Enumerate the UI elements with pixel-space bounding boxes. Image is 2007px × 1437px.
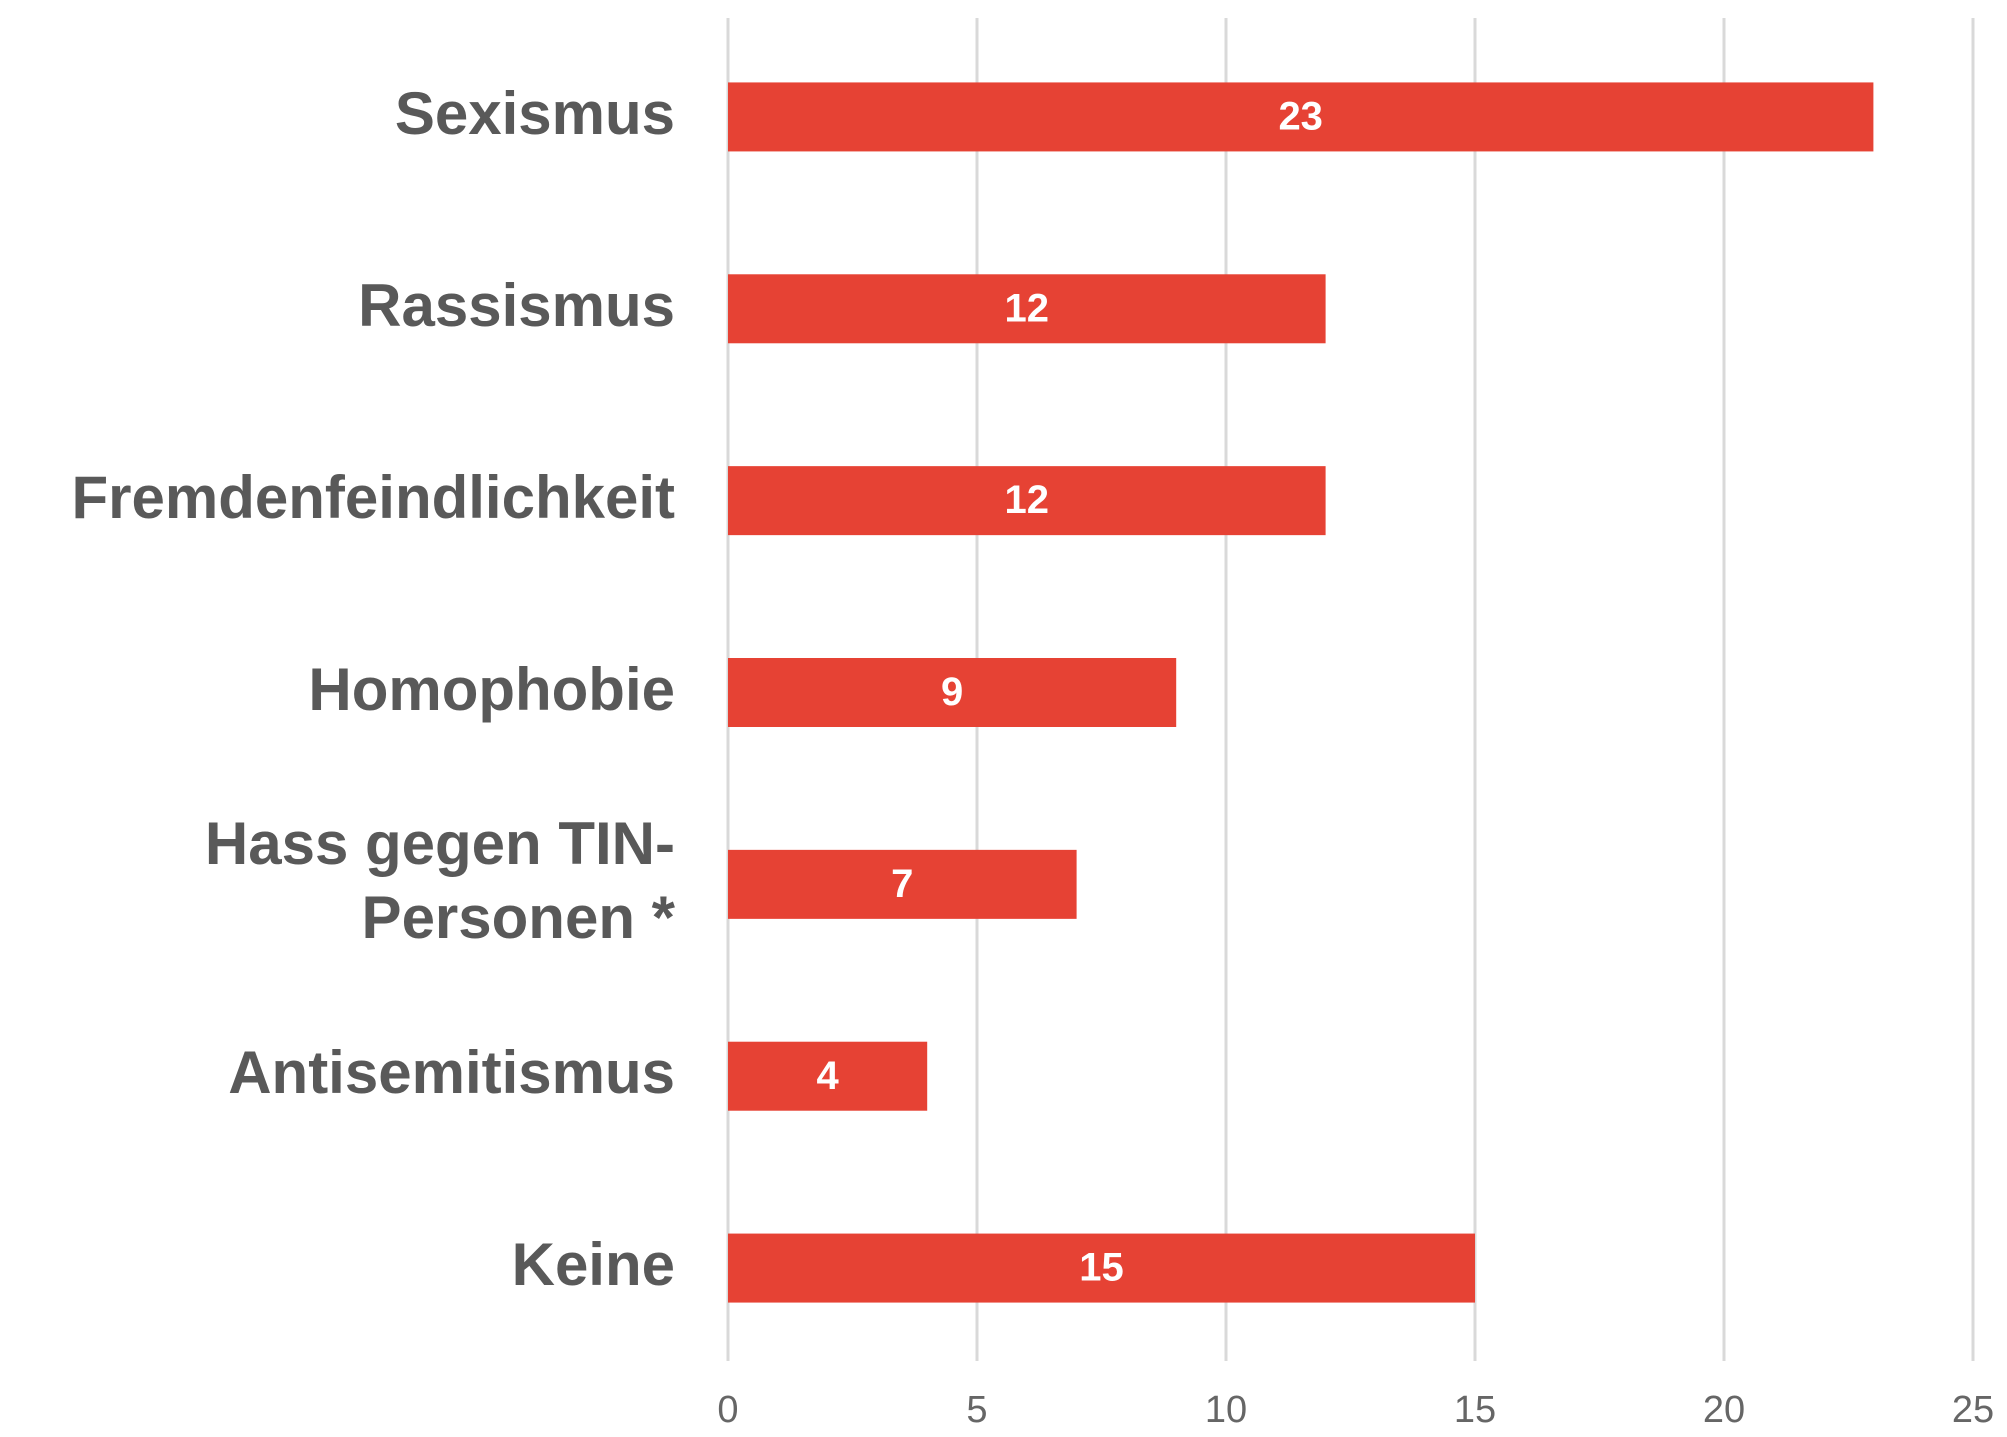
y-tick-label: Rassismus <box>358 271 675 339</box>
y-tick-label: Sexismus <box>394 79 675 147</box>
value-label: 15 <box>1079 1246 1124 1290</box>
bar <box>728 658 1177 727</box>
y-tick-label: Homophobie <box>308 655 675 723</box>
y-tick-label: Fremdenfeindlichkeit <box>71 463 675 531</box>
x-tick-label: 15 <box>1454 1389 1496 1431</box>
x-tick-label: 5 <box>966 1389 987 1431</box>
x-tick-label: 10 <box>1205 1389 1247 1431</box>
value-label: 4 <box>816 1054 839 1098</box>
bar <box>728 1233 1475 1303</box>
value-label: 7 <box>891 862 913 906</box>
bar <box>728 274 1326 344</box>
value-label: 12 <box>1005 478 1050 522</box>
value-label: 12 <box>1005 286 1050 330</box>
bar <box>728 849 1077 919</box>
x-tick-label: 25 <box>1952 1389 1994 1431</box>
bar <box>728 82 1874 152</box>
value-label: 23 <box>1278 94 1323 138</box>
y-tick-label: Antisemitismus <box>228 1039 675 1107</box>
x-tick-label: 20 <box>1703 1389 1745 1431</box>
value-label: 9 <box>941 670 963 714</box>
bar <box>728 1041 928 1111</box>
x-tick-label: 0 <box>717 1389 738 1431</box>
y-tick-label: Hass gegen TIN-Personen * <box>204 810 675 952</box>
y-tick-label: Keine <box>511 1231 675 1299</box>
bar <box>728 466 1326 536</box>
